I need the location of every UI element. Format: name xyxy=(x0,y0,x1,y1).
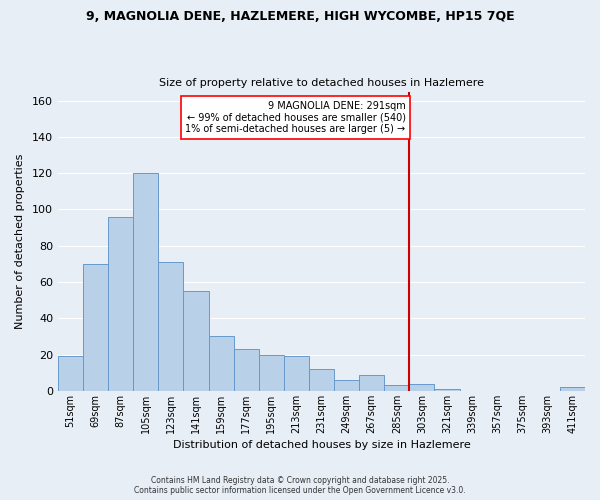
X-axis label: Distribution of detached houses by size in Hazlemere: Distribution of detached houses by size … xyxy=(173,440,470,450)
Text: Contains HM Land Registry data © Crown copyright and database right 2025.
Contai: Contains HM Land Registry data © Crown c… xyxy=(134,476,466,495)
Text: 9 MAGNOLIA DENE: 291sqm
← 99% of detached houses are smaller (540)
1% of semi-de: 9 MAGNOLIA DENE: 291sqm ← 99% of detache… xyxy=(185,100,406,134)
Bar xyxy=(83,264,108,391)
Title: Size of property relative to detached houses in Hazlemere: Size of property relative to detached ho… xyxy=(159,78,484,88)
Y-axis label: Number of detached properties: Number of detached properties xyxy=(15,154,25,329)
Bar xyxy=(409,384,434,391)
Bar xyxy=(284,356,309,391)
Bar xyxy=(309,369,334,391)
Bar xyxy=(233,349,259,391)
Bar xyxy=(158,262,184,391)
Bar xyxy=(209,336,233,391)
Bar xyxy=(560,388,585,391)
Bar xyxy=(133,173,158,391)
Bar xyxy=(58,356,83,391)
Bar xyxy=(434,389,460,391)
Bar xyxy=(108,216,133,391)
Bar xyxy=(259,354,284,391)
Bar xyxy=(359,374,384,391)
Bar xyxy=(384,386,409,391)
Bar xyxy=(334,380,359,391)
Text: 9, MAGNOLIA DENE, HAZLEMERE, HIGH WYCOMBE, HP15 7QE: 9, MAGNOLIA DENE, HAZLEMERE, HIGH WYCOMB… xyxy=(86,10,514,23)
Bar xyxy=(184,291,209,391)
